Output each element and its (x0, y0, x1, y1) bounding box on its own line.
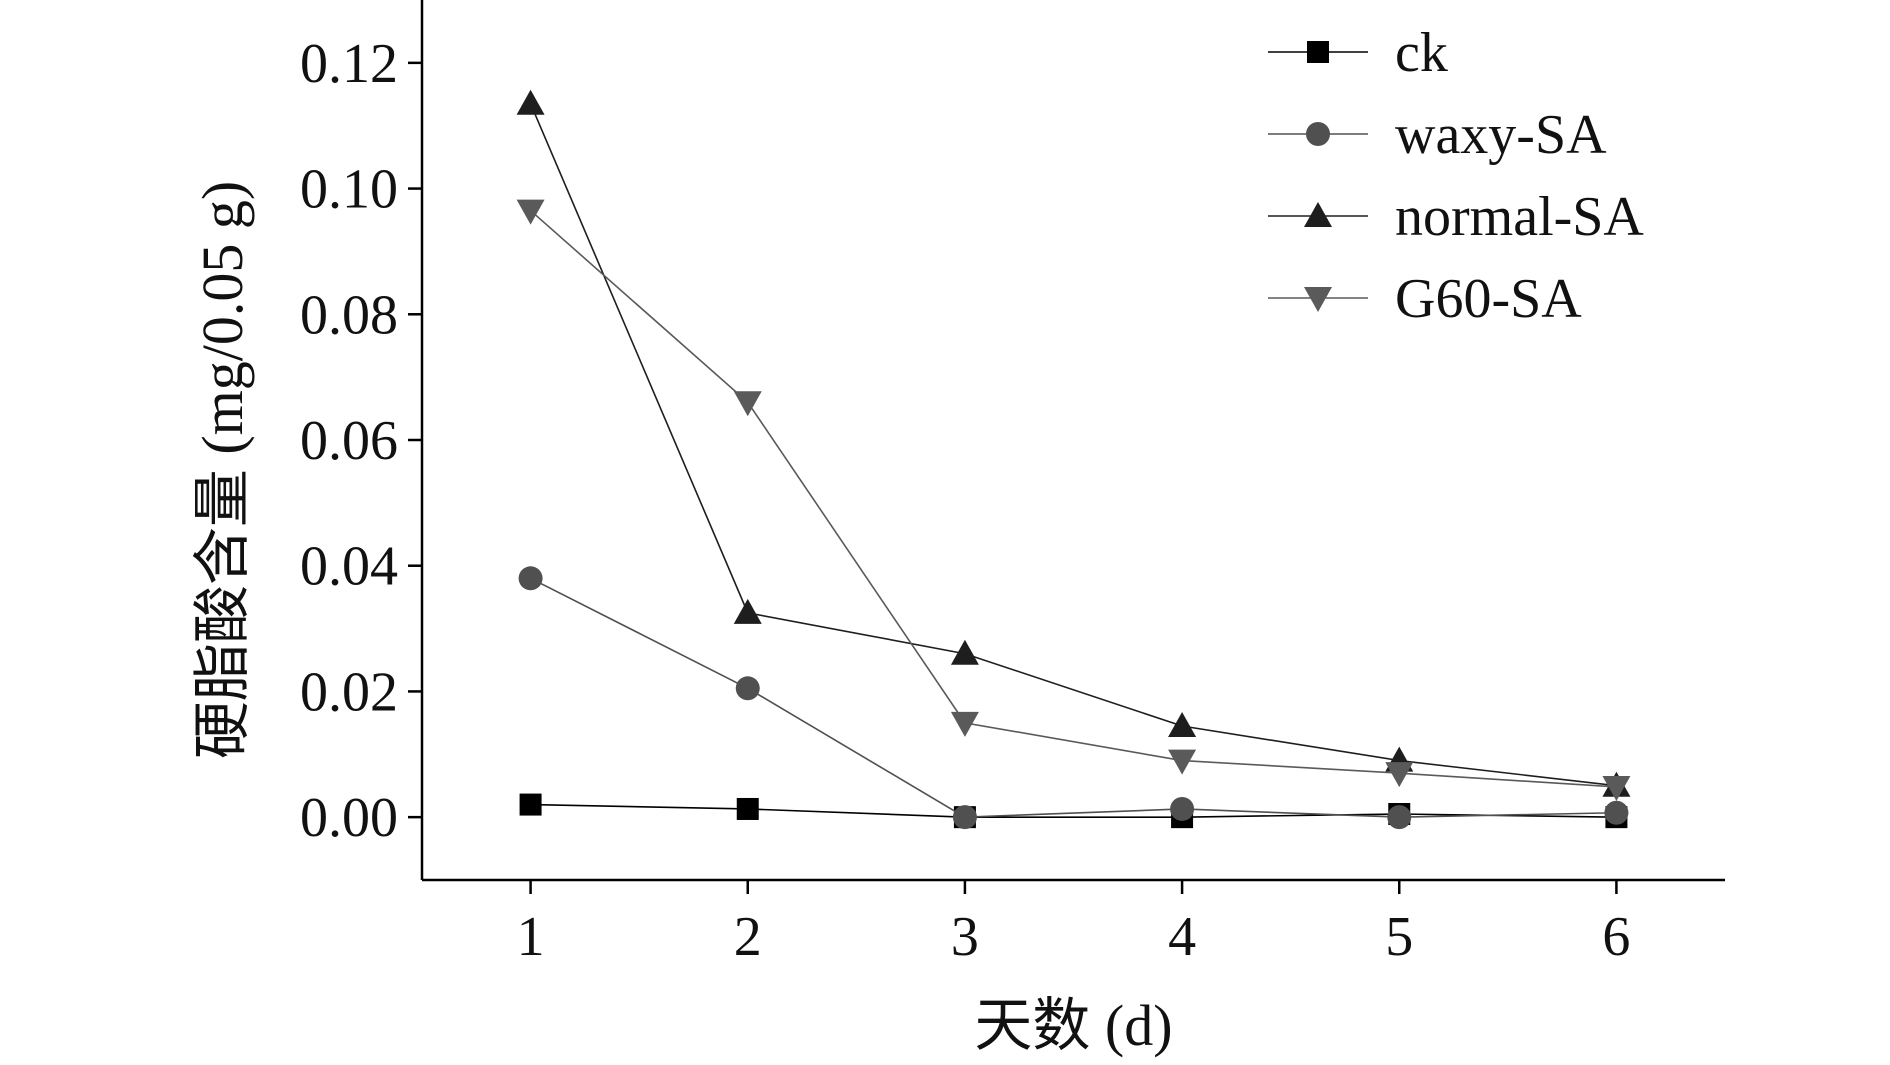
legend-item-normal-SA: normal-SA (1268, 186, 1644, 248)
y-axis-title: 硬脂酸含量 (mg/0.05 g) (190, 181, 255, 759)
y-tick-label: 0.02 (300, 661, 398, 723)
data-point-G60-SA (1385, 762, 1414, 788)
axes: 0.00 0.02 0.04 0.06 0.08 0.10 0.12 1 2 3 4 5 6 (300, 0, 1725, 968)
x-tick-label: 5 (1385, 906, 1413, 968)
data-point-normal-SA (733, 598, 762, 624)
legend: ck waxy-SA normal-SA G60-SA (1268, 22, 1644, 330)
series-line-normal-SA (529, 103, 1617, 787)
y-tick-label: 0.08 (300, 284, 398, 346)
legend-item-G60-SA: G60-SA (1268, 268, 1582, 330)
legend-marker (1304, 287, 1332, 312)
series-waxy-SA (518, 566, 1629, 830)
y-tick-label: 0.00 (300, 787, 398, 849)
data-point-waxy-SA (1387, 805, 1412, 830)
y-tick-label: 0.06 (300, 410, 398, 472)
legend-label: normal-SA (1395, 186, 1644, 248)
legend-item-ck: ck (1268, 22, 1448, 84)
x-tick-label: 3 (951, 906, 979, 968)
series-line-ck (530, 803, 1617, 818)
data-point-G60-SA (516, 199, 545, 225)
legend-marker (1306, 122, 1330, 146)
data-point-ck (736, 797, 759, 820)
data-point-waxy-SA (1170, 796, 1195, 821)
data-point-normal-SA (950, 639, 979, 665)
data-point-G60-SA (1602, 775, 1631, 801)
series-line-G60-SA (530, 209, 1617, 788)
series-line-waxy-SA (530, 577, 1617, 818)
series-layer (516, 89, 1631, 830)
data-point-waxy-SA (952, 805, 977, 830)
x-tick-label: 4 (1168, 906, 1196, 968)
data-point-waxy-SA (735, 676, 760, 701)
legend-label: G60-SA (1395, 268, 1582, 330)
y-tick-label: 0.12 (300, 33, 398, 95)
legend-label: ck (1395, 22, 1448, 84)
data-point-normal-SA (1168, 712, 1197, 737)
data-point-ck (519, 793, 542, 816)
legend-marker (1307, 41, 1329, 63)
y-tick-label: 0.04 (300, 536, 398, 598)
series-ck (519, 793, 1628, 829)
legend-item-waxy-SA: waxy-SA (1268, 104, 1607, 166)
series-G60-SA (516, 199, 1631, 801)
data-point-G60-SA (733, 391, 762, 417)
data-point-waxy-SA (518, 566, 543, 591)
x-tick-label: 6 (1602, 906, 1630, 968)
x-axis-title: 天数 (d) (974, 993, 1172, 1058)
x-tick-label: 2 (734, 906, 762, 968)
y-tick-label: 0.10 (300, 159, 398, 221)
legend-marker (1304, 202, 1332, 227)
data-point-G60-SA (1168, 749, 1197, 775)
legend-label: waxy-SA (1395, 104, 1607, 166)
x-tick-label: 1 (517, 906, 545, 968)
data-point-G60-SA (950, 711, 979, 737)
data-point-waxy-SA (1604, 800, 1629, 825)
data-point-normal-SA (516, 89, 545, 115)
